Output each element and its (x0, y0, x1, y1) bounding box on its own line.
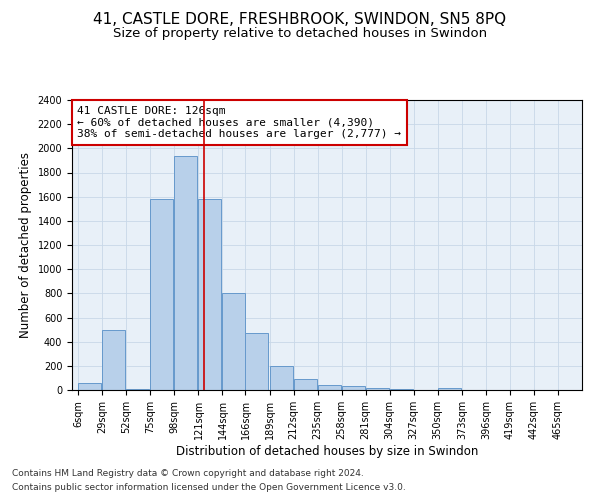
Bar (245, 333, 268, 390)
Bar (317, 385, 341, 390)
Text: 41, CASTLE DORE, FRESHBROOK, SWINDON, SN5 8PQ: 41, CASTLE DORE, FRESHBROOK, SWINDON, SN… (94, 12, 506, 28)
Text: Size of property relative to detached houses in Swindon: Size of property relative to detached ho… (113, 28, 487, 40)
Bar (438, 388, 461, 390)
Bar (341, 386, 365, 390)
Text: 41 CASTLE DORE: 126sqm
← 60% of detached houses are smaller (4,390)
38% of semi-: 41 CASTLE DORE: 126sqm ← 60% of detached… (77, 106, 401, 139)
Text: Contains HM Land Registry data © Crown copyright and database right 2024.: Contains HM Land Registry data © Crown c… (12, 468, 364, 477)
Text: Contains public sector information licensed under the Open Government Licence v3: Contains public sector information licen… (12, 484, 406, 492)
Bar (175, 156, 197, 390)
X-axis label: Distribution of detached houses by size in Swindon: Distribution of detached houses by size … (176, 444, 478, 458)
Bar (78, 383, 101, 390)
Bar (365, 388, 389, 390)
Bar (269, 366, 293, 390)
Bar (103, 330, 125, 390)
Bar (223, 294, 245, 390)
Bar (293, 378, 317, 390)
Bar (199, 199, 221, 390)
Y-axis label: Number of detached properties: Number of detached properties (19, 152, 32, 338)
Bar (151, 199, 173, 390)
